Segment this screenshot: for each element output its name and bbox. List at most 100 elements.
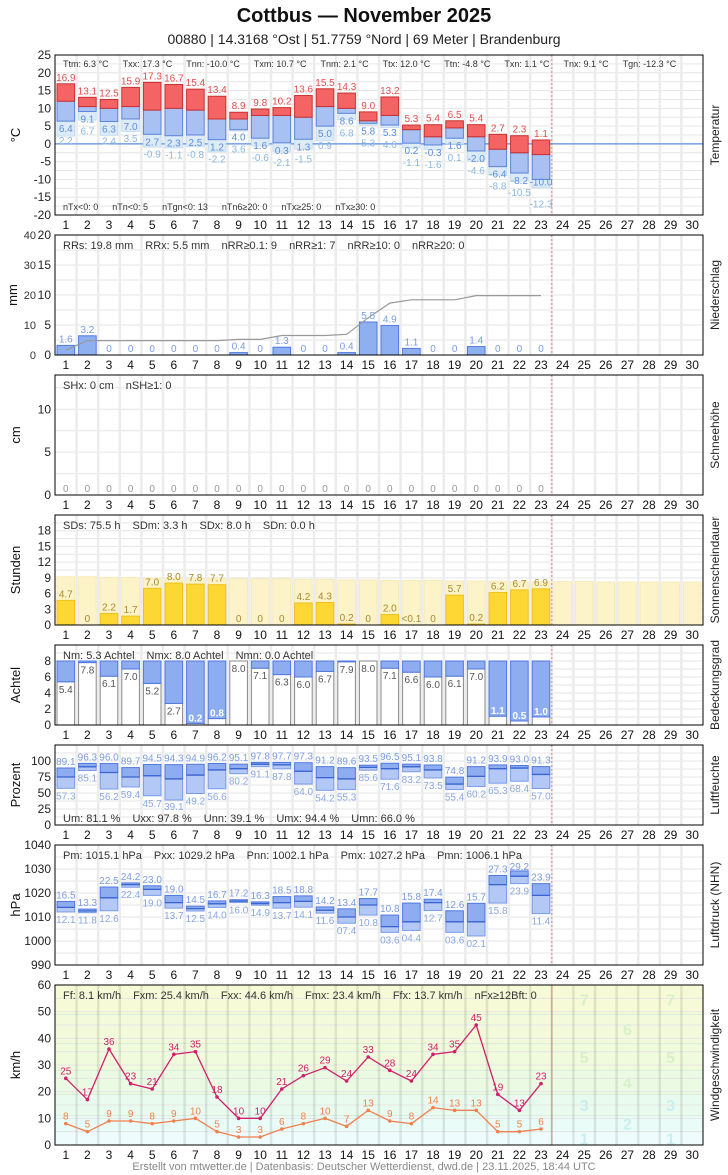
- snow-label: 0: [236, 484, 242, 495]
- x-tick-label: 1: [62, 358, 69, 372]
- cloud-label: 6.6: [404, 675, 418, 686]
- humidity-min-label: 73.5: [423, 781, 443, 792]
- sunshine-bar: [186, 583, 205, 626]
- pressure-lower-bar: [358, 904, 378, 916]
- y-tick-label: 18: [38, 524, 52, 538]
- clear-sky-bar: [466, 660, 486, 670]
- pressure-lower-bar: [423, 902, 443, 912]
- pressure-max-label: 15.8: [402, 892, 422, 903]
- panel-title: Luftfeuchte: [708, 755, 722, 815]
- min-temp-label: 2.7: [145, 137, 159, 148]
- x-tick-label: 12: [297, 628, 311, 642]
- beaufort-label: 1: [666, 1131, 675, 1148]
- sunshine-bar: [488, 592, 508, 626]
- sunshine-bar: [56, 599, 76, 626]
- wind-mean-point: [107, 1119, 111, 1123]
- stats-item: nRR≥20: 0: [412, 240, 465, 252]
- humidity-max-label: 91.2: [315, 756, 335, 767]
- x-tick-label: 29: [664, 728, 678, 742]
- min-temp-label: -2.0: [468, 154, 486, 165]
- x-tick-label: 26: [599, 728, 613, 742]
- wind-mean-label: 8: [63, 1112, 69, 1123]
- sunshine-label: 8.0: [167, 572, 181, 583]
- humidity-lower-bar: [402, 766, 421, 773]
- pressure-max-label: 24.2: [121, 872, 141, 883]
- pressure-min-label: 11.6: [316, 916, 335, 927]
- x-tick-label: 6: [170, 218, 177, 232]
- snow-label: 0: [495, 484, 501, 495]
- precip-bar: [380, 325, 400, 356]
- humidity-lower-bar: [510, 767, 529, 782]
- x-tick-label: 7: [192, 218, 199, 232]
- beaufort-band: [55, 985, 703, 1015]
- ground-temp-label: 3.5: [124, 134, 138, 145]
- x-tick-label: 11: [276, 968, 289, 982]
- x-tick-label: 1: [62, 828, 69, 842]
- humidity-min-label: 68.4: [510, 784, 530, 795]
- humidity-lower-bar: [99, 772, 119, 790]
- humidity-max-label: 97.8: [250, 751, 270, 762]
- wind-mean-label: 9: [128, 1109, 134, 1120]
- max-temp-label: 1.1: [534, 129, 548, 140]
- pressure-lower-bar: [337, 916, 356, 924]
- humidity-upper-bar: [294, 762, 313, 772]
- sunshine-bar: [99, 612, 119, 626]
- humidity-upper-bar: [445, 776, 464, 785]
- x-tick-label: 11: [276, 828, 289, 842]
- wind-mean-label: 14: [427, 1096, 439, 1107]
- y-tick-label: -20: [34, 208, 52, 222]
- x-tick-label: 2: [84, 828, 91, 842]
- sunshine-bar: [380, 614, 400, 626]
- min-temp-label: 4.0: [232, 133, 246, 144]
- x-tick-label: 21: [491, 218, 505, 232]
- min-temp-label: 1.2: [210, 143, 224, 154]
- clear-sky-bar: [531, 660, 551, 718]
- x-tick-label: 3: [106, 728, 113, 742]
- max-temp-bar: [229, 111, 248, 120]
- x-tick-label: 4: [127, 1148, 134, 1162]
- y-axis-label: hPa: [8, 893, 23, 917]
- humidity-min-label: 80.2: [229, 777, 249, 788]
- y-axis-label: Stunden: [8, 546, 23, 594]
- wind-gust-label: 35: [449, 1040, 461, 1051]
- humidity-min-label: 55.3: [337, 793, 357, 804]
- x-tick-label: 30: [686, 728, 700, 742]
- x-tick-label: 12: [297, 728, 311, 742]
- cloud-label: 7.8: [80, 666, 94, 677]
- humidity-max-label: 94.5: [142, 754, 162, 765]
- beaufort-label: 7: [580, 993, 589, 1010]
- humidity-max-label: 93.5: [358, 754, 378, 765]
- x-tick-label: 30: [686, 828, 700, 842]
- x-tick-label: 17: [405, 968, 419, 982]
- x-tick-label: 10: [254, 628, 268, 642]
- x-tick-label: 9: [235, 1148, 242, 1162]
- wind-mean-point: [301, 1121, 306, 1126]
- humidity-max-label: 96.2: [207, 752, 227, 763]
- humidity-min-label: 57.3: [56, 791, 76, 802]
- y-tick-label: 5: [44, 119, 51, 133]
- x-tick-label: 24: [556, 968, 570, 982]
- y-tick-label: 0: [44, 488, 51, 502]
- wind-gust-point: [128, 1081, 133, 1086]
- humidity-lower-bar: [121, 776, 140, 788]
- wind-gust-label: 36: [103, 1037, 115, 1048]
- min-temp-bar: [466, 136, 486, 152]
- snow-label: 0: [301, 484, 307, 495]
- pressure-min-label: 03.6: [380, 935, 400, 946]
- x-tick-label: 19: [448, 218, 462, 232]
- humidity-upper-bar: [121, 767, 140, 778]
- wind-mean-point: [409, 1121, 414, 1126]
- wind-mean-label: 13: [449, 1098, 461, 1109]
- ground-temp-label: -8.8: [489, 182, 507, 193]
- page-title: Cottbus — November 2025: [236, 5, 492, 27]
- wind-gust-point: [64, 1076, 68, 1081]
- wind-mean-label: 8: [149, 1112, 155, 1123]
- pressure-upper-bar: [294, 895, 313, 902]
- x-tick-label: 8: [214, 728, 221, 742]
- humidity-min-label: 49.2: [186, 797, 206, 808]
- x-tick-label: 17: [405, 1148, 419, 1162]
- humidity-lower-bar: [488, 768, 508, 784]
- pressure-upper-bar: [272, 896, 292, 904]
- precip-label: 4.9: [383, 315, 397, 326]
